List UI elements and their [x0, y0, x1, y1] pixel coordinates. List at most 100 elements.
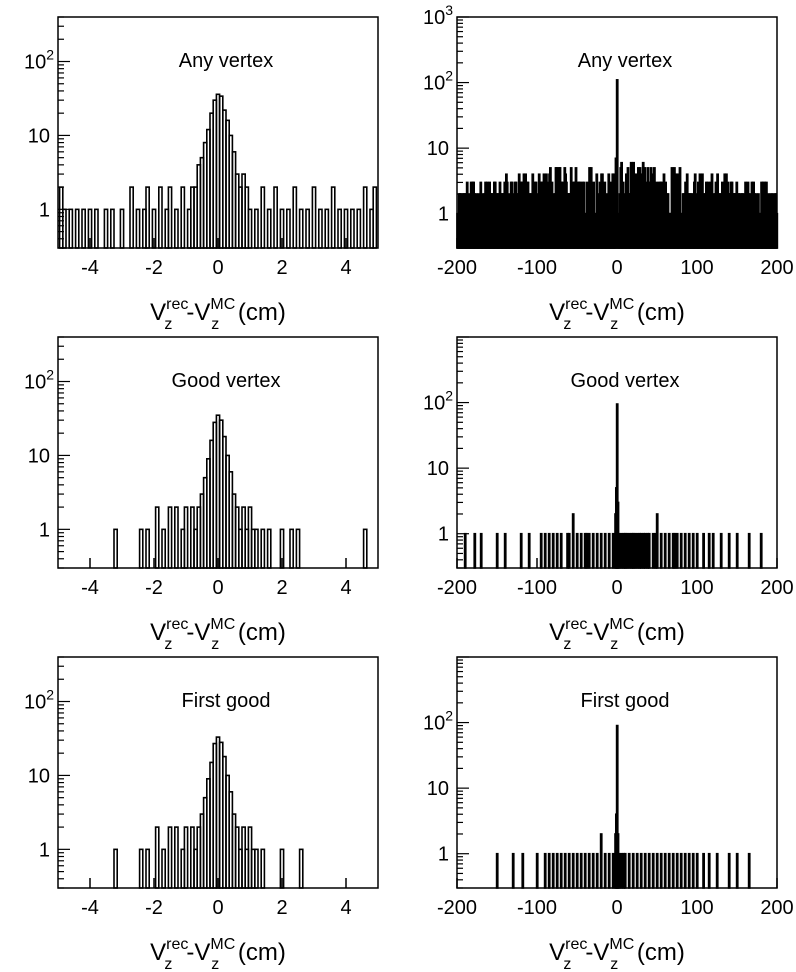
x-tick-label: -2 [145, 577, 163, 599]
histogram-bar [292, 186, 298, 249]
histogram-bar [647, 532, 651, 569]
histogram-bar [145, 186, 151, 249]
histogram-bar [551, 532, 555, 569]
histogram-bar [362, 528, 368, 569]
x-tick-label: -200 [437, 257, 477, 279]
histogram-bar [727, 532, 731, 569]
histogram-bar [559, 852, 563, 889]
y-axis-ticks: 1 10 102 [24, 16, 70, 249]
histogram-bar [521, 852, 525, 889]
histogram-bar [655, 852, 659, 889]
histogram-bar [555, 532, 559, 569]
panel-5: -4 -2 0 2 4 1 10 102 First good Vrec z -VMC z (cm) [24, 656, 379, 972]
histogram-bar [595, 532, 599, 569]
x-tick-label: -100 [517, 897, 557, 919]
histogram-bar [295, 528, 301, 569]
histogram-bar [675, 532, 679, 569]
histogram-bar [551, 852, 555, 889]
histogram-bar [659, 852, 663, 889]
histogram-bar [625, 532, 629, 569]
histogram-bar [567, 852, 571, 889]
histogram-bar [571, 513, 575, 569]
y-tick-label: 1 [438, 844, 449, 866]
histogram-bar [273, 186, 279, 249]
panel-2: -200 -100 0 100 200 1 10 102 103 Any vertex Vrec z -… [423, 2, 794, 333]
histogram-bar [119, 208, 125, 249]
histogram-bar [103, 208, 109, 249]
histogram-bar [289, 528, 295, 569]
y-tick-label: 102 [24, 47, 54, 74]
histogram-bar [591, 532, 595, 569]
y-tick-label: 1 [39, 199, 50, 221]
histogram-bars [113, 414, 368, 569]
histogram-bar [579, 852, 583, 889]
histogram-bar [643, 852, 647, 889]
histogram-bars [456, 79, 779, 249]
x-axis-label: Vrec z -VMC z (cm) [150, 296, 286, 333]
y-tick-label: 10 [427, 778, 449, 800]
histogram-bar [587, 852, 591, 889]
histogram-bar [607, 532, 611, 569]
histogram-bar [94, 208, 99, 249]
x-tick-label: 200 [760, 257, 793, 279]
histogram-bar [161, 848, 167, 889]
histogram-bar [667, 532, 671, 569]
y-tick-label: 103 [423, 2, 453, 29]
y-tick-label: 1 [438, 524, 449, 546]
x-tick-label: 100 [680, 897, 713, 919]
histogram-bar [247, 208, 253, 249]
histogram-bars [58, 93, 378, 249]
histogram-bars [495, 724, 751, 889]
histogram-bar [607, 852, 611, 889]
histogram-bar [615, 403, 619, 569]
histogram-bar [683, 852, 687, 889]
histogram-bar [138, 528, 144, 569]
histogram-bar [473, 532, 477, 569]
histogram-bar [631, 852, 635, 889]
panel-3: -4 -2 0 2 4 1 10 102 Good vertex Vrec z -VMC z (cm) [24, 336, 379, 653]
histogram-bar [298, 208, 304, 249]
histogram-bar [254, 208, 259, 249]
histogram-bar [167, 506, 173, 569]
histogram-bar [113, 848, 119, 889]
histogram-bar [719, 532, 723, 569]
x-axis-ticks: -200 -100 0 100 200 [437, 238, 794, 279]
histogram-bar [651, 532, 655, 569]
histogram-bar [619, 852, 623, 889]
histogram-bar [285, 208, 291, 249]
histogram-bar [747, 532, 751, 569]
histogram-bar [627, 532, 631, 569]
histogram-bars [463, 403, 763, 569]
histogram-bar [711, 532, 715, 569]
histogram-bar [679, 852, 683, 889]
x-axis-label: Vrec z -VMC z (cm) [549, 296, 685, 333]
histogram-bar [317, 208, 323, 249]
histogram-bar [619, 532, 623, 569]
histogram-bar [673, 532, 677, 569]
y-tick-label: 10 [28, 765, 50, 787]
histogram-bar [254, 848, 259, 889]
y-tick-label: 1 [39, 839, 50, 861]
histogram-bar [611, 852, 615, 889]
histogram-bar [129, 186, 135, 249]
x-tick-label: -100 [517, 577, 557, 599]
x-tick-label: -2 [145, 897, 163, 919]
histogram-bar [579, 532, 583, 569]
x-axis-ticks: -4 -2 0 2 4 [81, 878, 352, 919]
histogram-bar [260, 186, 266, 249]
histogram-bar [81, 208, 87, 249]
panel-1: -4 -2 0 2 4 1 10 102 Any vertex Vrec z -VMC z (cm) [24, 16, 379, 333]
panel-title: First good [581, 690, 670, 712]
histogram-bar [61, 208, 67, 249]
histogram-bar [735, 852, 739, 889]
panel-title: Any vertex [179, 50, 273, 72]
histogram-bar [324, 208, 330, 249]
histogram-bar [599, 833, 603, 889]
histogram-bar [254, 528, 259, 569]
histogram-bar [715, 852, 719, 889]
y-tick-label: 102 [423, 68, 453, 95]
histogram-bar [615, 724, 619, 889]
histogram-bar [702, 532, 706, 569]
x-tick-label: 200 [760, 577, 793, 599]
histogram-bar [691, 852, 695, 889]
